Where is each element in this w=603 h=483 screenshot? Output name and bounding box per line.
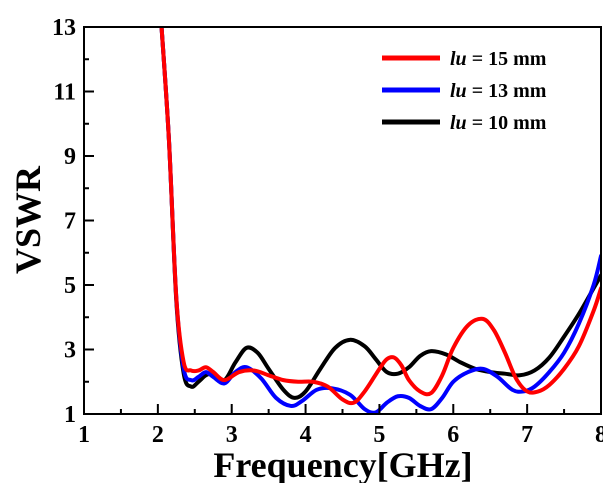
y-axis-title: VSWR [8,165,48,274]
legend-label: lu = 15 mm [450,48,547,70]
y-tick-label: 1 [64,402,76,428]
legend-label: lu = 13 mm [450,80,547,102]
legend: lu = 15 mm lu = 13 mm lu = 10 mm [382,48,547,134]
y-tick-label: 3 [64,338,76,364]
x-tick-label: 6 [447,422,459,448]
series-line-2 [159,27,601,414]
x-tick-label: 2 [152,422,164,448]
legend-label: lu = 10 mm [450,112,547,134]
x-tick-label: 5 [373,422,385,448]
y-tick-label: 5 [64,273,76,299]
x-tick-label: 8 [595,422,603,448]
y-tick-label: 9 [64,144,76,170]
series-line-1 [159,27,601,406]
y-tick-label: 11 [53,80,76,106]
x-tick-label: 3 [226,422,238,448]
ticks-layer [83,26,602,415]
x-tick-label: 1 [78,422,90,448]
x-tick-label: 4 [300,422,312,448]
series-layer [159,27,601,414]
x-axis-title: Frequency[GHz] [213,445,472,483]
y-tick-label: 13 [52,15,76,41]
x-tick-label: 7 [521,422,533,448]
y-tick-label: 7 [64,209,76,235]
